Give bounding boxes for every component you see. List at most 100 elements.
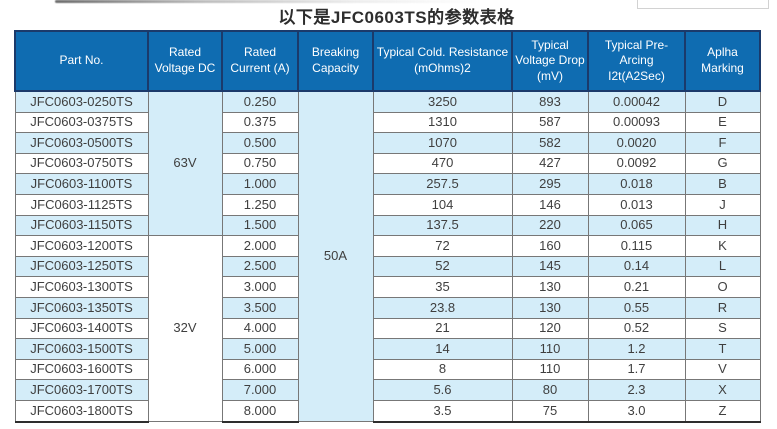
cell-pre-arcing-i2t: 2.3 bbox=[587, 379, 686, 401]
cell-pre-arcing-i2t: 0.14 bbox=[587, 255, 686, 278]
cell-cold-resistance: 470 bbox=[372, 152, 513, 175]
cell-voltage-drop: 120 bbox=[511, 317, 589, 340]
cell-rated-current: 4.000 bbox=[221, 317, 299, 340]
page-title: 以下是JFC0603TS的参数表格 bbox=[278, 8, 515, 27]
table-row: JFC0603-1350TS 3.500 23.8 130 0.55 R bbox=[14, 296, 761, 319]
cell-rated-current: 1.250 bbox=[221, 193, 299, 216]
cell-rated-voltage-group: 32V bbox=[147, 235, 223, 422]
cell-voltage-drop: 110 bbox=[511, 338, 589, 360]
cell-pre-arcing-i2t: 1.2 bbox=[587, 338, 686, 360]
cell-voltage-drop: 130 bbox=[511, 276, 589, 298]
cell-voltage-drop: 130 bbox=[511, 296, 589, 319]
header-row: Part No. Rated Voltage DC Rated Current … bbox=[14, 30, 761, 92]
cell-alpha-marking: S bbox=[684, 317, 761, 340]
cell-cold-resistance: 52 bbox=[372, 255, 513, 278]
parameter-table: Part No. Rated Voltage DC Rated Current … bbox=[14, 30, 761, 423]
cell-part-no: JFC0603-1700TS bbox=[14, 379, 149, 401]
cell-cold-resistance: 23.8 bbox=[372, 296, 513, 319]
table-row: JFC0603-1700TS 7.000 5.6 80 2.3 X bbox=[14, 379, 761, 401]
cell-pre-arcing-i2t: 0.52 bbox=[587, 317, 686, 340]
cell-alpha-marking: H bbox=[684, 214, 761, 237]
cell-pre-arcing-i2t: 3.0 bbox=[587, 399, 686, 423]
cell-voltage-drop: 893 bbox=[511, 90, 589, 113]
cell-voltage-drop: 80 bbox=[511, 379, 589, 401]
cell-rated-current: 0.500 bbox=[221, 132, 299, 154]
cell-breaking-capacity: 50A bbox=[297, 90, 374, 422]
table-row: JFC0603-1100TS 1.000 257.5 295 0.018 B bbox=[14, 173, 761, 195]
cell-pre-arcing-i2t: 0.0020 bbox=[587, 132, 686, 154]
cell-alpha-marking: K bbox=[684, 235, 761, 257]
col-header-rated-voltage-dc: Rated Voltage DC bbox=[147, 30, 223, 92]
cell-rated-current: 3.000 bbox=[221, 276, 299, 298]
cell-pre-arcing-i2t: 0.065 bbox=[587, 214, 686, 237]
cell-cold-resistance: 3.5 bbox=[372, 399, 513, 423]
cell-pre-arcing-i2t: 0.00093 bbox=[587, 111, 686, 134]
col-header-voltage-drop: Typical Voltage Drop (mV) bbox=[511, 30, 589, 92]
cell-cold-resistance: 5.6 bbox=[372, 379, 513, 401]
cell-voltage-drop: 160 bbox=[511, 235, 589, 257]
cell-rated-current: 0.375 bbox=[221, 111, 299, 134]
cell-part-no: JFC0603-0375TS bbox=[14, 111, 149, 134]
cell-cold-resistance: 104 bbox=[372, 193, 513, 216]
cell-cold-resistance: 14 bbox=[372, 338, 513, 360]
cell-rated-voltage-group: 63V bbox=[147, 90, 223, 237]
col-header-alpha-marking: Aplha Marking bbox=[684, 30, 761, 92]
table-row: JFC0603-0375TS 0.375 1310 587 0.00093 E bbox=[14, 111, 761, 134]
table-row: JFC0603-1400TS 4.000 21 120 0.52 S bbox=[14, 317, 761, 340]
cell-part-no: JFC0603-1150TS bbox=[14, 214, 149, 237]
cell-cold-resistance: 72 bbox=[372, 235, 513, 257]
cell-cold-resistance: 137.5 bbox=[372, 214, 513, 237]
cell-part-no: JFC0603-1125TS bbox=[14, 193, 149, 216]
table-row: JFC0603-1200TS 32V 2.000 72 160 0.115 K bbox=[14, 235, 761, 422]
table-row: JFC0603-0250TS 63V 0.250 50A 3250 893 0.00042 D bbox=[14, 90, 761, 422]
cell-rated-current: 0.250 bbox=[221, 90, 299, 113]
cell-pre-arcing-i2t: 0.21 bbox=[587, 276, 686, 298]
cell-part-no: JFC0603-1300TS bbox=[14, 276, 149, 298]
col-header-rated-current: Rated Current (A) bbox=[221, 30, 299, 92]
cell-part-no: JFC0603-0250TS bbox=[14, 90, 149, 113]
cell-alpha-marking: E bbox=[684, 111, 761, 134]
cell-part-no: JFC0603-1600TS bbox=[14, 358, 149, 381]
cell-cold-resistance: 21 bbox=[372, 317, 513, 340]
col-header-cold-resistance: Typical Cold. Resistance (mOhms)2 bbox=[372, 30, 513, 92]
cell-voltage-drop: 295 bbox=[511, 173, 589, 195]
cell-rated-current: 2.000 bbox=[221, 235, 299, 257]
cell-alpha-marking: G bbox=[684, 152, 761, 175]
table-row: JFC0603-1250TS 2.500 52 145 0.14 L bbox=[14, 255, 761, 278]
cell-alpha-marking: X bbox=[684, 379, 761, 401]
table-row: JFC0603-1600TS 6.000 8 110 1.7 V bbox=[14, 358, 761, 381]
cell-alpha-marking: D bbox=[684, 90, 761, 113]
cell-voltage-drop: 582 bbox=[511, 132, 589, 154]
cell-cold-resistance: 8 bbox=[372, 358, 513, 381]
cell-alpha-marking: Z bbox=[684, 399, 761, 423]
cell-rated-current: 5.000 bbox=[221, 338, 299, 360]
cell-pre-arcing-i2t: 0.018 bbox=[587, 173, 686, 195]
cell-pre-arcing-i2t: 1.7 bbox=[587, 358, 686, 381]
cell-rated-current: 0.750 bbox=[221, 152, 299, 175]
cell-voltage-drop: 146 bbox=[511, 193, 589, 216]
cell-rated-current: 8.000 bbox=[221, 399, 299, 423]
cell-voltage-drop: 220 bbox=[511, 214, 589, 237]
col-header-pre-arcing-i2t: Typical Pre-Arcing I2t(A2Sec) bbox=[587, 30, 686, 92]
cell-voltage-drop: 427 bbox=[511, 152, 589, 175]
cell-voltage-drop: 587 bbox=[511, 111, 589, 134]
table-row: JFC0603-1300TS 3.000 35 130 0.21 O bbox=[14, 276, 761, 298]
table-row: JFC0603-0750TS 0.750 470 427 0.0092 G bbox=[14, 152, 761, 175]
cell-pre-arcing-i2t: 0.00042 bbox=[587, 90, 686, 113]
cell-alpha-marking: J bbox=[684, 193, 761, 216]
cell-cold-resistance: 1070 bbox=[372, 132, 513, 154]
cell-alpha-marking: O bbox=[684, 276, 761, 298]
cell-cold-resistance: 257.5 bbox=[372, 173, 513, 195]
cell-alpha-marking: L bbox=[684, 255, 761, 278]
cell-alpha-marking: V bbox=[684, 358, 761, 381]
table-row: JFC0603-1800TS 8.000 3.5 75 3.0 Z bbox=[14, 399, 761, 423]
cell-cold-resistance: 35 bbox=[372, 276, 513, 298]
cell-alpha-marking: R bbox=[684, 296, 761, 319]
cell-pre-arcing-i2t: 0.0092 bbox=[587, 152, 686, 175]
cell-part-no: JFC0603-1350TS bbox=[14, 296, 149, 319]
cell-part-no: JFC0603-0500TS bbox=[14, 132, 149, 154]
cell-rated-current: 6.000 bbox=[221, 358, 299, 381]
cell-voltage-drop: 75 bbox=[511, 399, 589, 423]
top-right-box-remnant bbox=[637, 0, 769, 9]
